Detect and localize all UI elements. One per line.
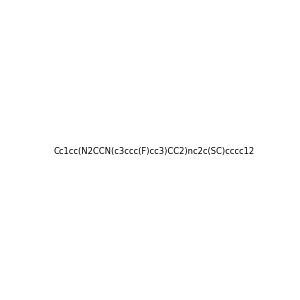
Text: Cc1cc(N2CCN(c3ccc(F)cc3)CC2)nc2c(SC)cccc12: Cc1cc(N2CCN(c3ccc(F)cc3)CC2)nc2c(SC)cccc… [53,147,254,156]
